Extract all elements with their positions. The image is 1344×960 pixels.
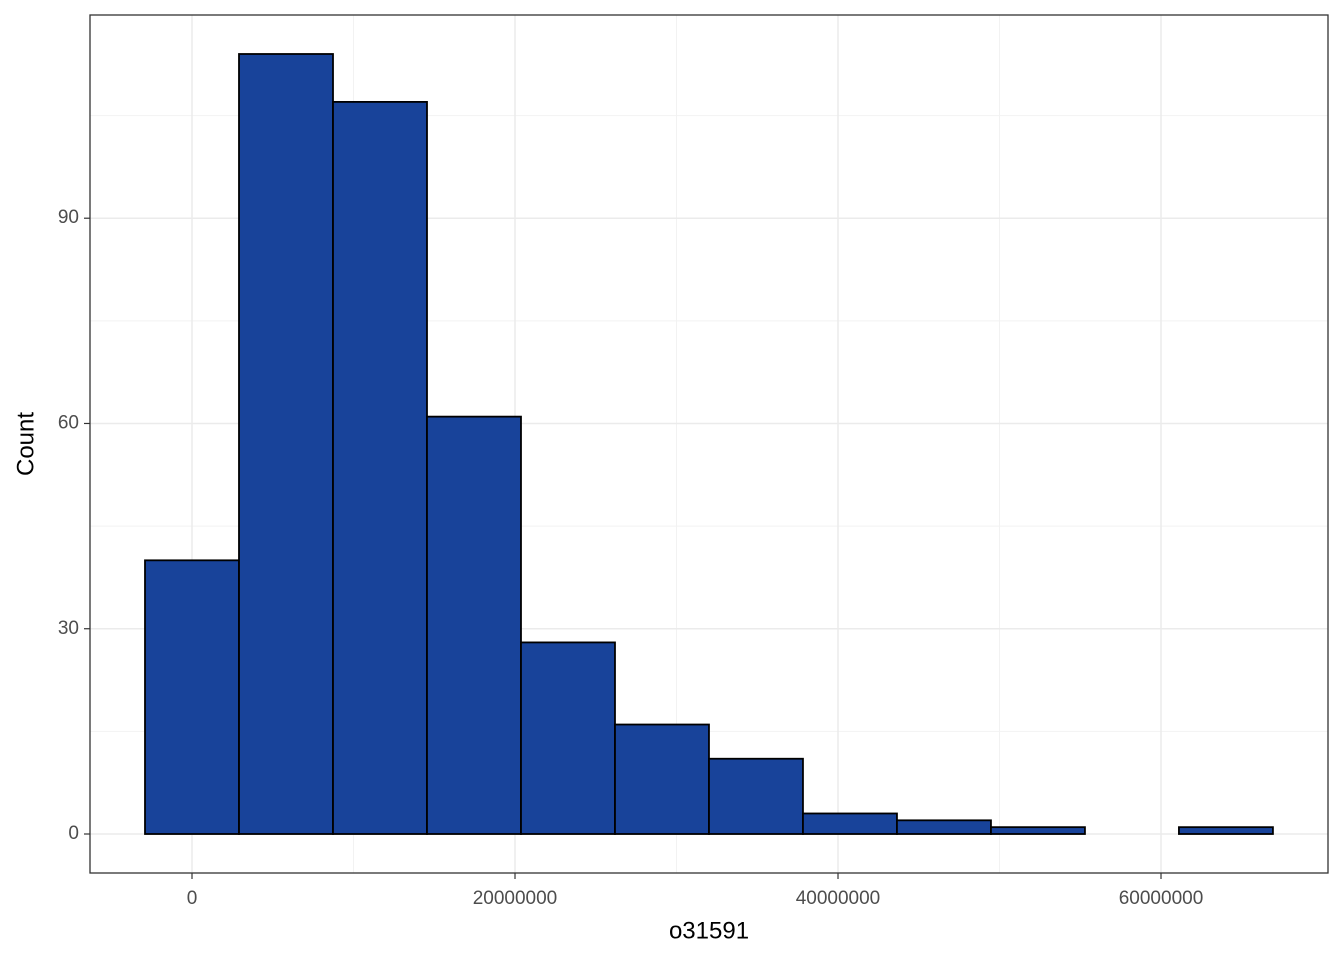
x-axis-title: o31591 [669,917,749,944]
bar [1178,826,1274,835]
bar [896,819,992,835]
x-tick-label: 0 [187,888,198,909]
bar [614,723,710,835]
y-tick-label: 90 [58,207,79,228]
bar [990,826,1086,835]
bar [426,415,522,835]
bar [144,559,240,835]
x-tick-label: 40000000 [796,888,881,909]
x-tick-label: 60000000 [1119,888,1204,909]
bar [520,641,616,835]
bar [238,53,334,835]
bar [708,757,804,835]
x-tick-label: 20000000 [473,888,558,909]
y-tick-label: 60 [58,412,79,433]
bar [802,812,898,835]
panel-border [89,14,1329,874]
y-axis-title: Count [12,412,39,476]
bar [332,100,428,835]
y-tick-label: 0 [68,823,79,844]
y-tick-label: 30 [58,618,79,639]
